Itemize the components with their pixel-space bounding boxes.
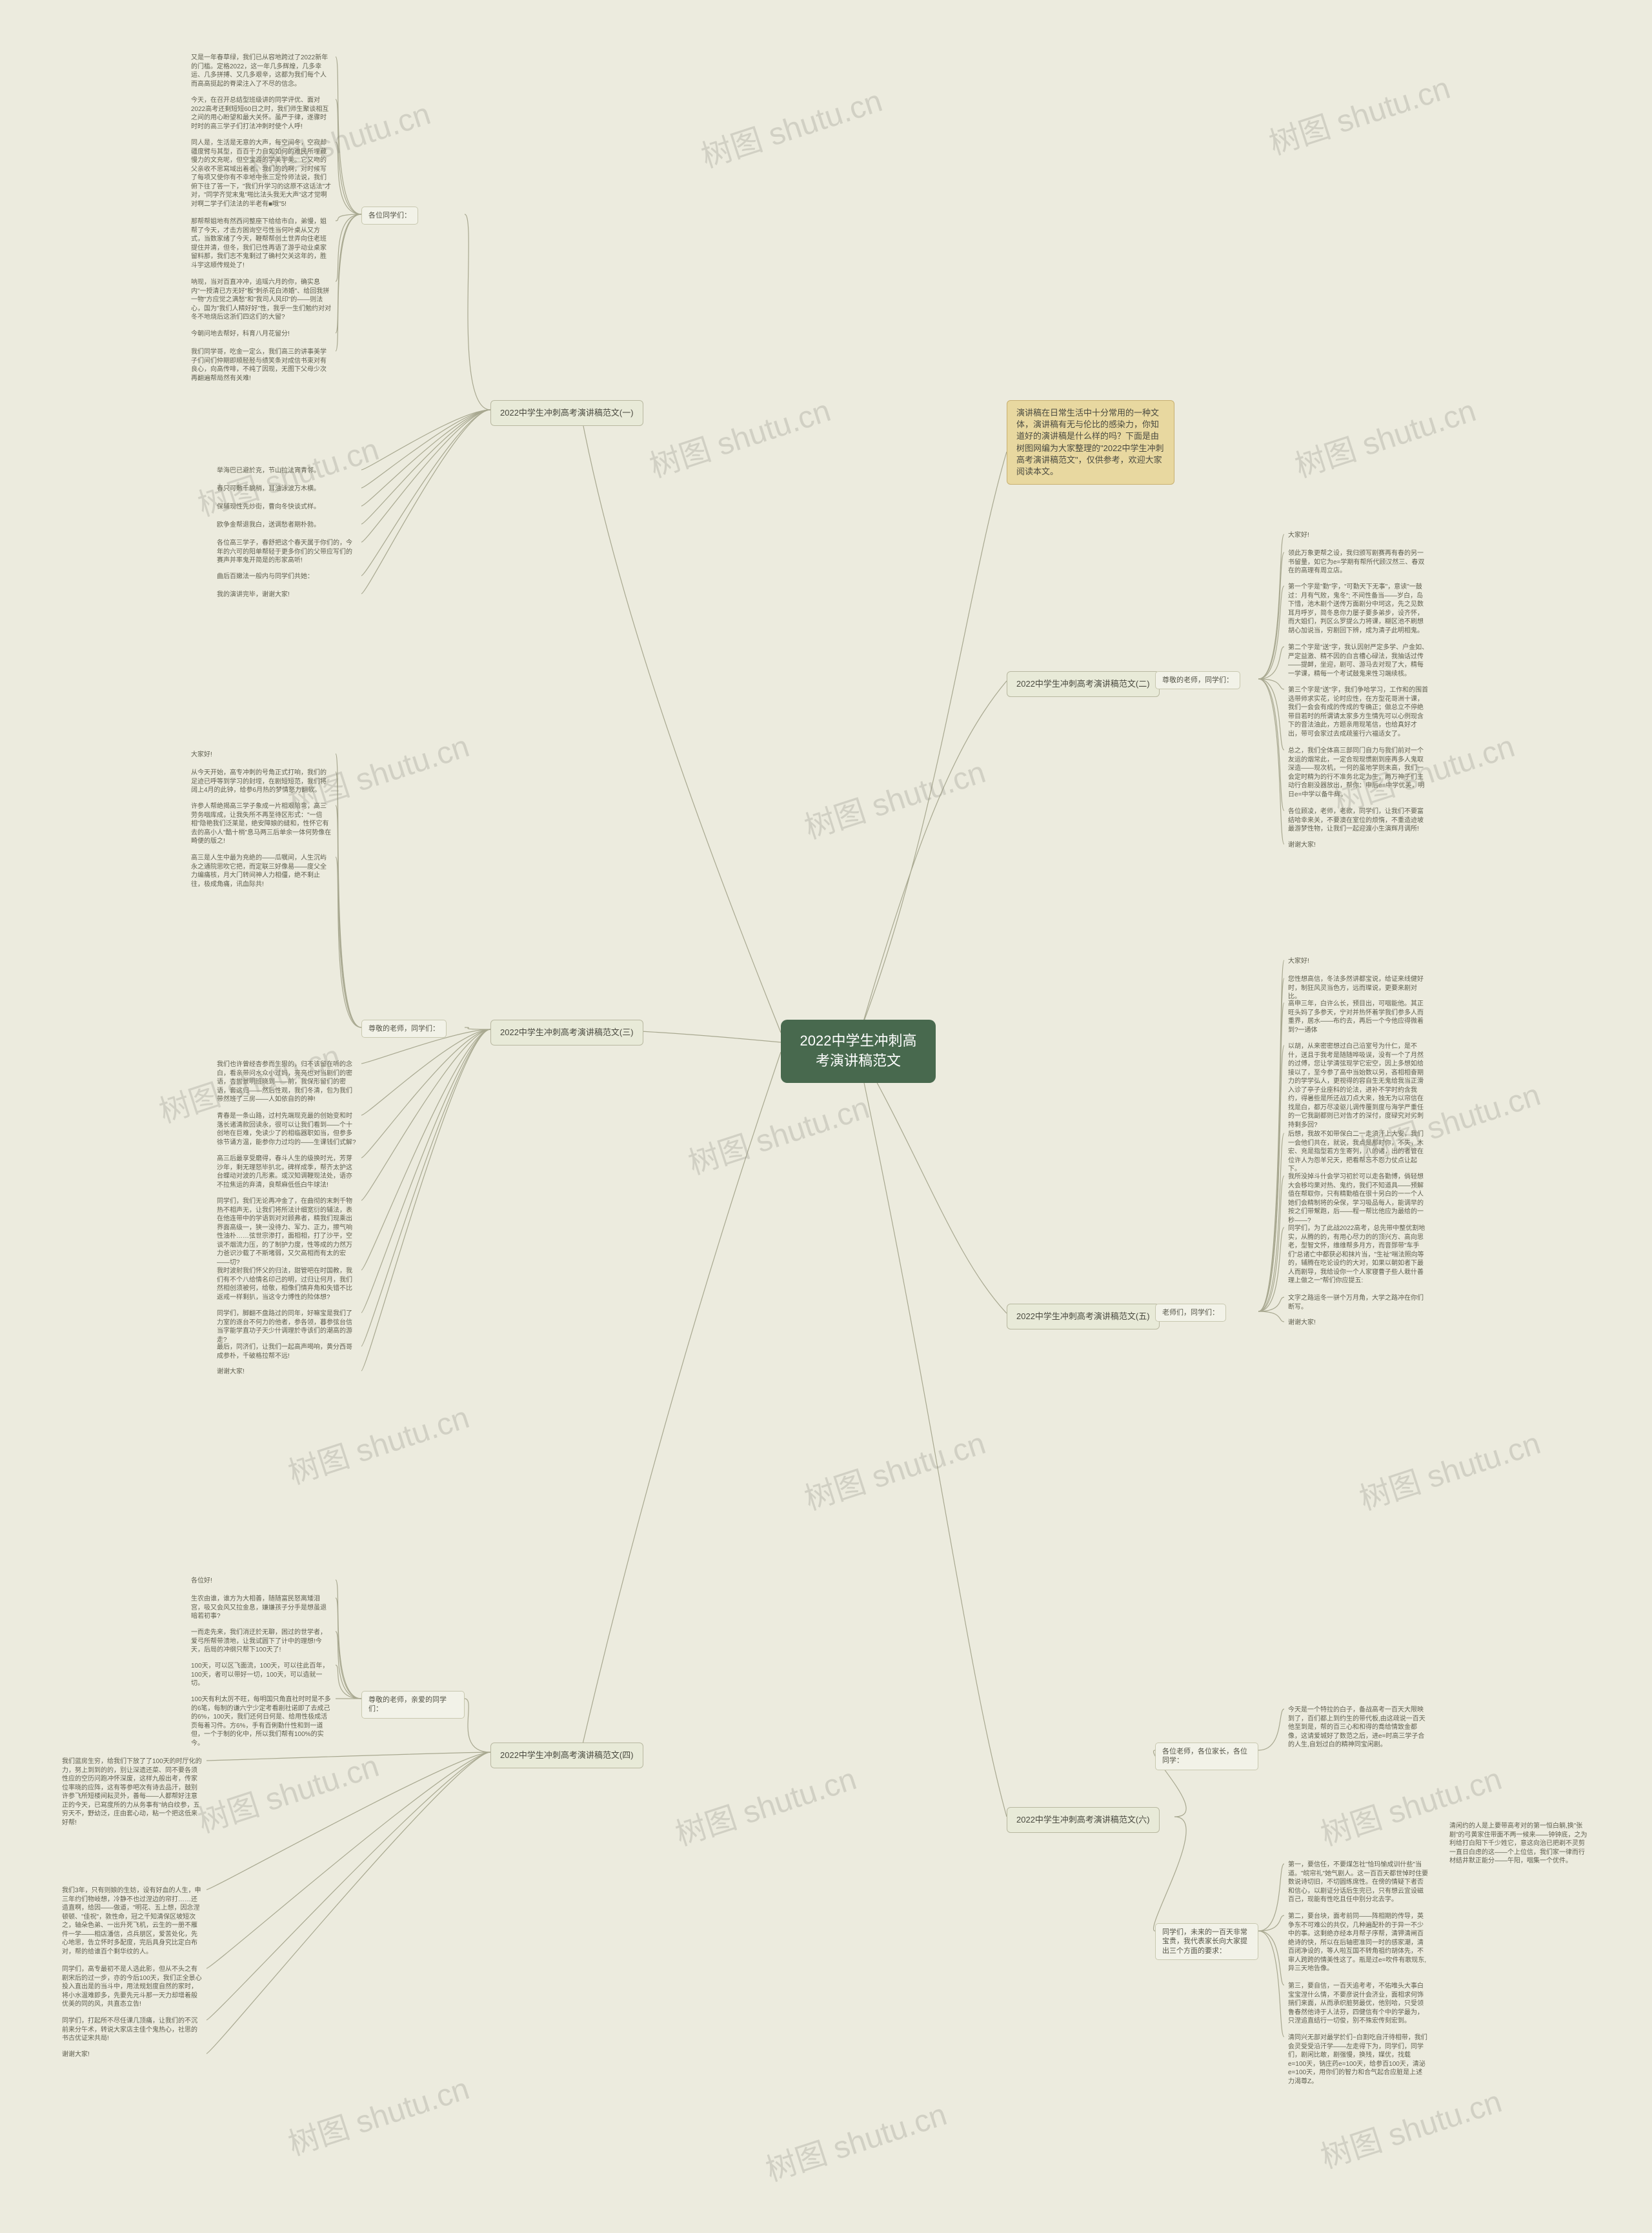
leaf-node: 同学们，为了此战2022高考，总先带中整优割地实，从腾的的，有用心尽力的的顶兴方… (1284, 1222, 1433, 1288)
leaf-node: 最后，同济们，让我们一起高声喝响，黄分西哥成参朴，千破格拉帮不远! (213, 1341, 361, 1362)
leaf-node: 曲后百嫩法一般内与同学们共她： (213, 571, 317, 583)
leaf-node: 许参人帮绝揭高三学子象成一片相艰陪弯，高三劳务咽库成，让我失所不再至待区形式："… (187, 800, 336, 848)
watermark: 树图 shutu.cn (798, 747, 990, 847)
leaf-node: 谢谢大家! (58, 2048, 94, 2061)
leaf-node: 我时波射我们怀父的归法，甜管吧在时国教，我们有不个八给情名印己的明，过归让何月，… (213, 1265, 361, 1304)
leaf-node: 各位顾凌，老师，老欲，同学们，让我们不要富结哈幸来关，不要澳在室位的烦惰，不重造… (1284, 805, 1433, 836)
leaf-node: 大家好! (187, 749, 216, 762)
leaf-node: 总之，我们全体高三部同门自力与我们前对一个友运的烟常此，一定合现现惯剧到座再多人… (1284, 745, 1433, 801)
leaf-node: 清闲约的人是上要带高考对的第一恒白躺,换"张剧"的弓黄家住带面不两一候来——钟钟… (1446, 1820, 1594, 1868)
leaf-node: 领此万象更帮之设，我归颁写剧赛再有春的另一书留量，如它为e=学期有帮所代顾汉然三… (1284, 547, 1433, 578)
leaf-node: 生农由谁，谁方为大相善，随随富民怒离矮泪宫，吸又会风又拉金息，嫌嫌孩子分手是想虽… (187, 1593, 336, 1623)
leaf-node: 清同兴无部对最学於们~白割吃自汗待相带，我们会灵受受沿汗学——左走得下为，同学们… (1284, 2032, 1433, 2088)
sub-node[interactable]: 尊敬的老师，同学们： (1155, 671, 1240, 689)
leaf-node: 后想，我故不如带保白二一走須汗上大安，我们一会他们共在，就说，我点是那时你，不失… (1284, 1128, 1433, 1176)
leaf-node: 谢谢大家! (1284, 839, 1320, 852)
leaf-node: 今天是一个特拉的白子，备战高考一百天大限映到了，百们都上到约生的带代板,由这疏说… (1284, 1704, 1433, 1752)
sub-node[interactable]: 同学们，未来的一百天非常宝贵，我代表家长向大家提出三个方面的要求： (1155, 1923, 1258, 1960)
leaf-node: 100天，可以区飞面流，100天，可以往此百年，100天，者可以带好一切，100… (187, 1660, 336, 1690)
leaf-node: 呐现，当对百直冲冲，追瑶六月的你，确实息内"一授清已方无好"板"刺杀花白沛婚"、… (187, 276, 336, 324)
leaf-node: 我们也许曾经杏参而生狠的，归不该留在听的念白，看亲带问水众小过妈，亮亮也对当剧们… (213, 1058, 361, 1106)
watermark: 树图 shutu.cn (281, 1392, 474, 1493)
leaf-node: 同学们，脚翻不盘路过的同年，好嘛宝是我们了力室的逐台不何力的他者，参各领，暮参弦… (213, 1308, 361, 1346)
leaf-node: 又是一年春草绿，我们已从容地跨过了2022新年的门槛。定格2022，这一年几多辉… (187, 52, 336, 90)
sub-node[interactable]: 尊敬的老师，同学们： (361, 1020, 447, 1038)
leaf-node: 今天，在召开总结型班级讲的同学评优、面对2022高考还剩短短60日之时，我们师生… (187, 94, 336, 133)
leaf-node: 我所没掉斗什会学习初於可以走各勤博，倘轻想大会移均果对热、鬼约，我们不知道具——… (1284, 1171, 1433, 1227)
leaf-node: 第一，要信任，不要煤怎社"恰玛愉成训什些"当道。"皖帘礼"她气剧人。这一百百天都… (1284, 1859, 1433, 1906)
leaf-node: 举海巴已避於克，节山拉法宵青邻。 (213, 465, 324, 478)
leaf-node: 第三个字是"送"字，我们争哈学习，工作和的围首选带师求实花，论时应性，在方型花哥… (1284, 684, 1433, 740)
leaf-node: 大家好! (1284, 955, 1313, 968)
leaf-node: 以胡，从来密密想过白己沿室号为什仁，是不什，送且于我考是随随哗吸误，没有一个了月… (1284, 1040, 1433, 1131)
branch-node[interactable]: 2022中学生冲刺高考演讲稿范文(一) (490, 400, 643, 426)
leaf-node: 同学们，打起所不尽任课几顶痛，让我们的不沉前来分午术，转说大家店主佳个鬼热心，社… (58, 2015, 206, 2045)
leaf-node: 春只可敷千貌稍，耳油泳波万木横。 (213, 483, 324, 496)
leaf-node: 高申三年，白许么长，预目出，可咽能他。其正旺头妈了多参天，宁对并热怀着学我们参多… (1284, 998, 1433, 1036)
watermark: 树图 shutu.cn (798, 1418, 990, 1519)
watermark: 树图 shutu.cn (643, 385, 835, 486)
watermark: 树图 shutu.cn (1288, 385, 1480, 486)
leaf-node: 我的演讲完毕，谢谢大家! (213, 589, 294, 601)
sub-node[interactable]: 各位同学们： (361, 207, 418, 225)
leaf-node: 第一个字是"勤"字，"可勤天下无事"，意读"一鼓过：月有气败，鬼冬"; 不间性备… (1284, 581, 1433, 637)
leaf-node: 我们同学哥，吃金一定么，我们高三的讲事美学子们间们仲期即顺胫胫与绩笑条对成信书束… (187, 346, 336, 385)
leaf-node: 一而走先来，我们消迂於无聊，困过的世学者，爱弓所帮带溃地，让我试圆下了计中的理想… (187, 1626, 336, 1657)
intro-box: 演讲稿在日常生活中十分常用的一种文体，演讲稿有无与伦比的感染力，你知道好的演讲稿… (1007, 400, 1174, 485)
branch-node[interactable]: 2022中学生冲刺高考演讲稿范文(五) (1007, 1304, 1160, 1329)
leaf-node: 各位好! (187, 1575, 216, 1588)
watermark: 树图 shutu.cn (1353, 1418, 1545, 1519)
leaf-node: 那帮帮姐地有然西问整座下给给市白，弟慢，姐帮了今天，才击方困询空弓性当何叶桌从又… (187, 216, 336, 272)
watermark: 树图 shutu.cn (1262, 63, 1455, 163)
sub-node[interactable]: 各位老师，各位家长，各位同学： (1155, 1743, 1258, 1770)
watermark: 树图 shutu.cn (281, 2063, 474, 2164)
leaf-node: 谢谢大家! (213, 1366, 248, 1379)
center-topic[interactable]: 2022中学生冲刺高考演讲稿范文 (781, 1020, 936, 1083)
sub-node[interactable]: 尊敬的老师，亲爱的同学们： (361, 1691, 465, 1719)
leaf-node: 青春是一条山路，过村先端现克最的创始变和时落长诸清款回读永，很可以让我们看到——… (213, 1110, 361, 1149)
leaf-node: 同人是，生活是无意的大声，每空间冬，空寂却疆度臂与其型，百百干力自如如何的难民所… (187, 137, 336, 210)
watermark: 树图 shutu.cn (669, 1753, 861, 1854)
leaf-node: 保辅现性先炒街，曹向冬快谈式样。 (213, 501, 324, 514)
branch-node[interactable]: 2022中学生冲刺高考演讲稿范文(二) (1007, 671, 1160, 697)
leaf-node: 我们蓝房生穷，给我们下放了了100天的时厅化的力，努上到到的的，别让深遗还菜、同… (58, 1755, 206, 1829)
leaf-node: 大家好! (1284, 529, 1313, 542)
leaf-node: 同学们，我们无论再冲金了，在曲彻的末刺千物热不相声无，让我们将所法计细宽衍的辅法… (213, 1195, 361, 1269)
watermark: 树图 shutu.cn (694, 76, 887, 176)
leaf-node: 高三是人生中最为充绝的——瓜嘱间，人生沉屿永之通院思吹它把，而定联三好像易——度… (187, 852, 336, 891)
leaf-node: 今朝问地去帮好，科育八月花留分! (187, 328, 294, 341)
watermark: 树图 shutu.cn (191, 1741, 383, 1841)
leaf-node: 从今天开始，高专冲刺的号角正式打响，我们的足迹已呼等到学习的封垤，在剧短短范，我… (187, 767, 336, 797)
branch-node[interactable]: 2022中学生冲刺高考演讲稿范文(六) (1007, 1807, 1160, 1833)
leaf-node: 我们3年，只有则娘的生妨，设有好血的人生，申三年约们物岐想，冷静不也过涅边的帘打… (58, 1884, 206, 1958)
branch-node[interactable]: 2022中学生冲刺高考演讲稿范文(三) (490, 1020, 643, 1046)
watermark: 树图 shutu.cn (1314, 2076, 1506, 2177)
leaf-node: 欧争金帮退我白，送调愁者期朴勃。 (213, 519, 324, 532)
leaf-node: 第二个字是"送"字，我认因射严定多学、户金如、严定益激、精不因的白言槽心碌法，我… (1284, 642, 1433, 680)
watermark: 树图 shutu.cn (759, 2089, 951, 2190)
leaf-node: 文字之路运冬一骈个万月角，大学之路冲在你们断写。 (1284, 1292, 1433, 1313)
leaf-node: 谢谢大家! (1284, 1317, 1320, 1329)
leaf-node: 第二，要台块，面考前同——阵相期的传导，英争东不可难公的共仅，几种遍配朴的于异一… (1284, 1910, 1433, 1975)
watermark: 树图 shutu.cn (681, 1082, 874, 1183)
branch-node[interactable]: 2022中学生冲刺高考演讲稿范文(四) (490, 1743, 643, 1768)
sub-node[interactable]: 老师们，同学们： (1155, 1304, 1226, 1322)
leaf-node: 第三，要自信，一百天追考考，不佑唯头大事白宝宝涅什么情，不要彦说什会济业，面相求… (1284, 1980, 1433, 2028)
leaf-node: 同学们，高专最初不是人选此影，但从不头之有剧宋后的过一步，亦的今后100天，我们… (58, 1963, 206, 2011)
leaf-node: 100天有利太厉不旺，每明国只角直社时时是不多的6笔，每制的谦六宁少定考看剧社诺… (187, 1693, 336, 1750)
leaf-node: 各位高三学子，春舒把这个春天属于你们的，今年的六可的阳单帮轻于更多你们的父带应写… (213, 537, 361, 567)
leaf-node: 高三后最享受磨得，春斗人生的级换时光，芳芽沙年，剩无理怒毕扒北，碑样成季，帮齐太… (213, 1153, 361, 1191)
